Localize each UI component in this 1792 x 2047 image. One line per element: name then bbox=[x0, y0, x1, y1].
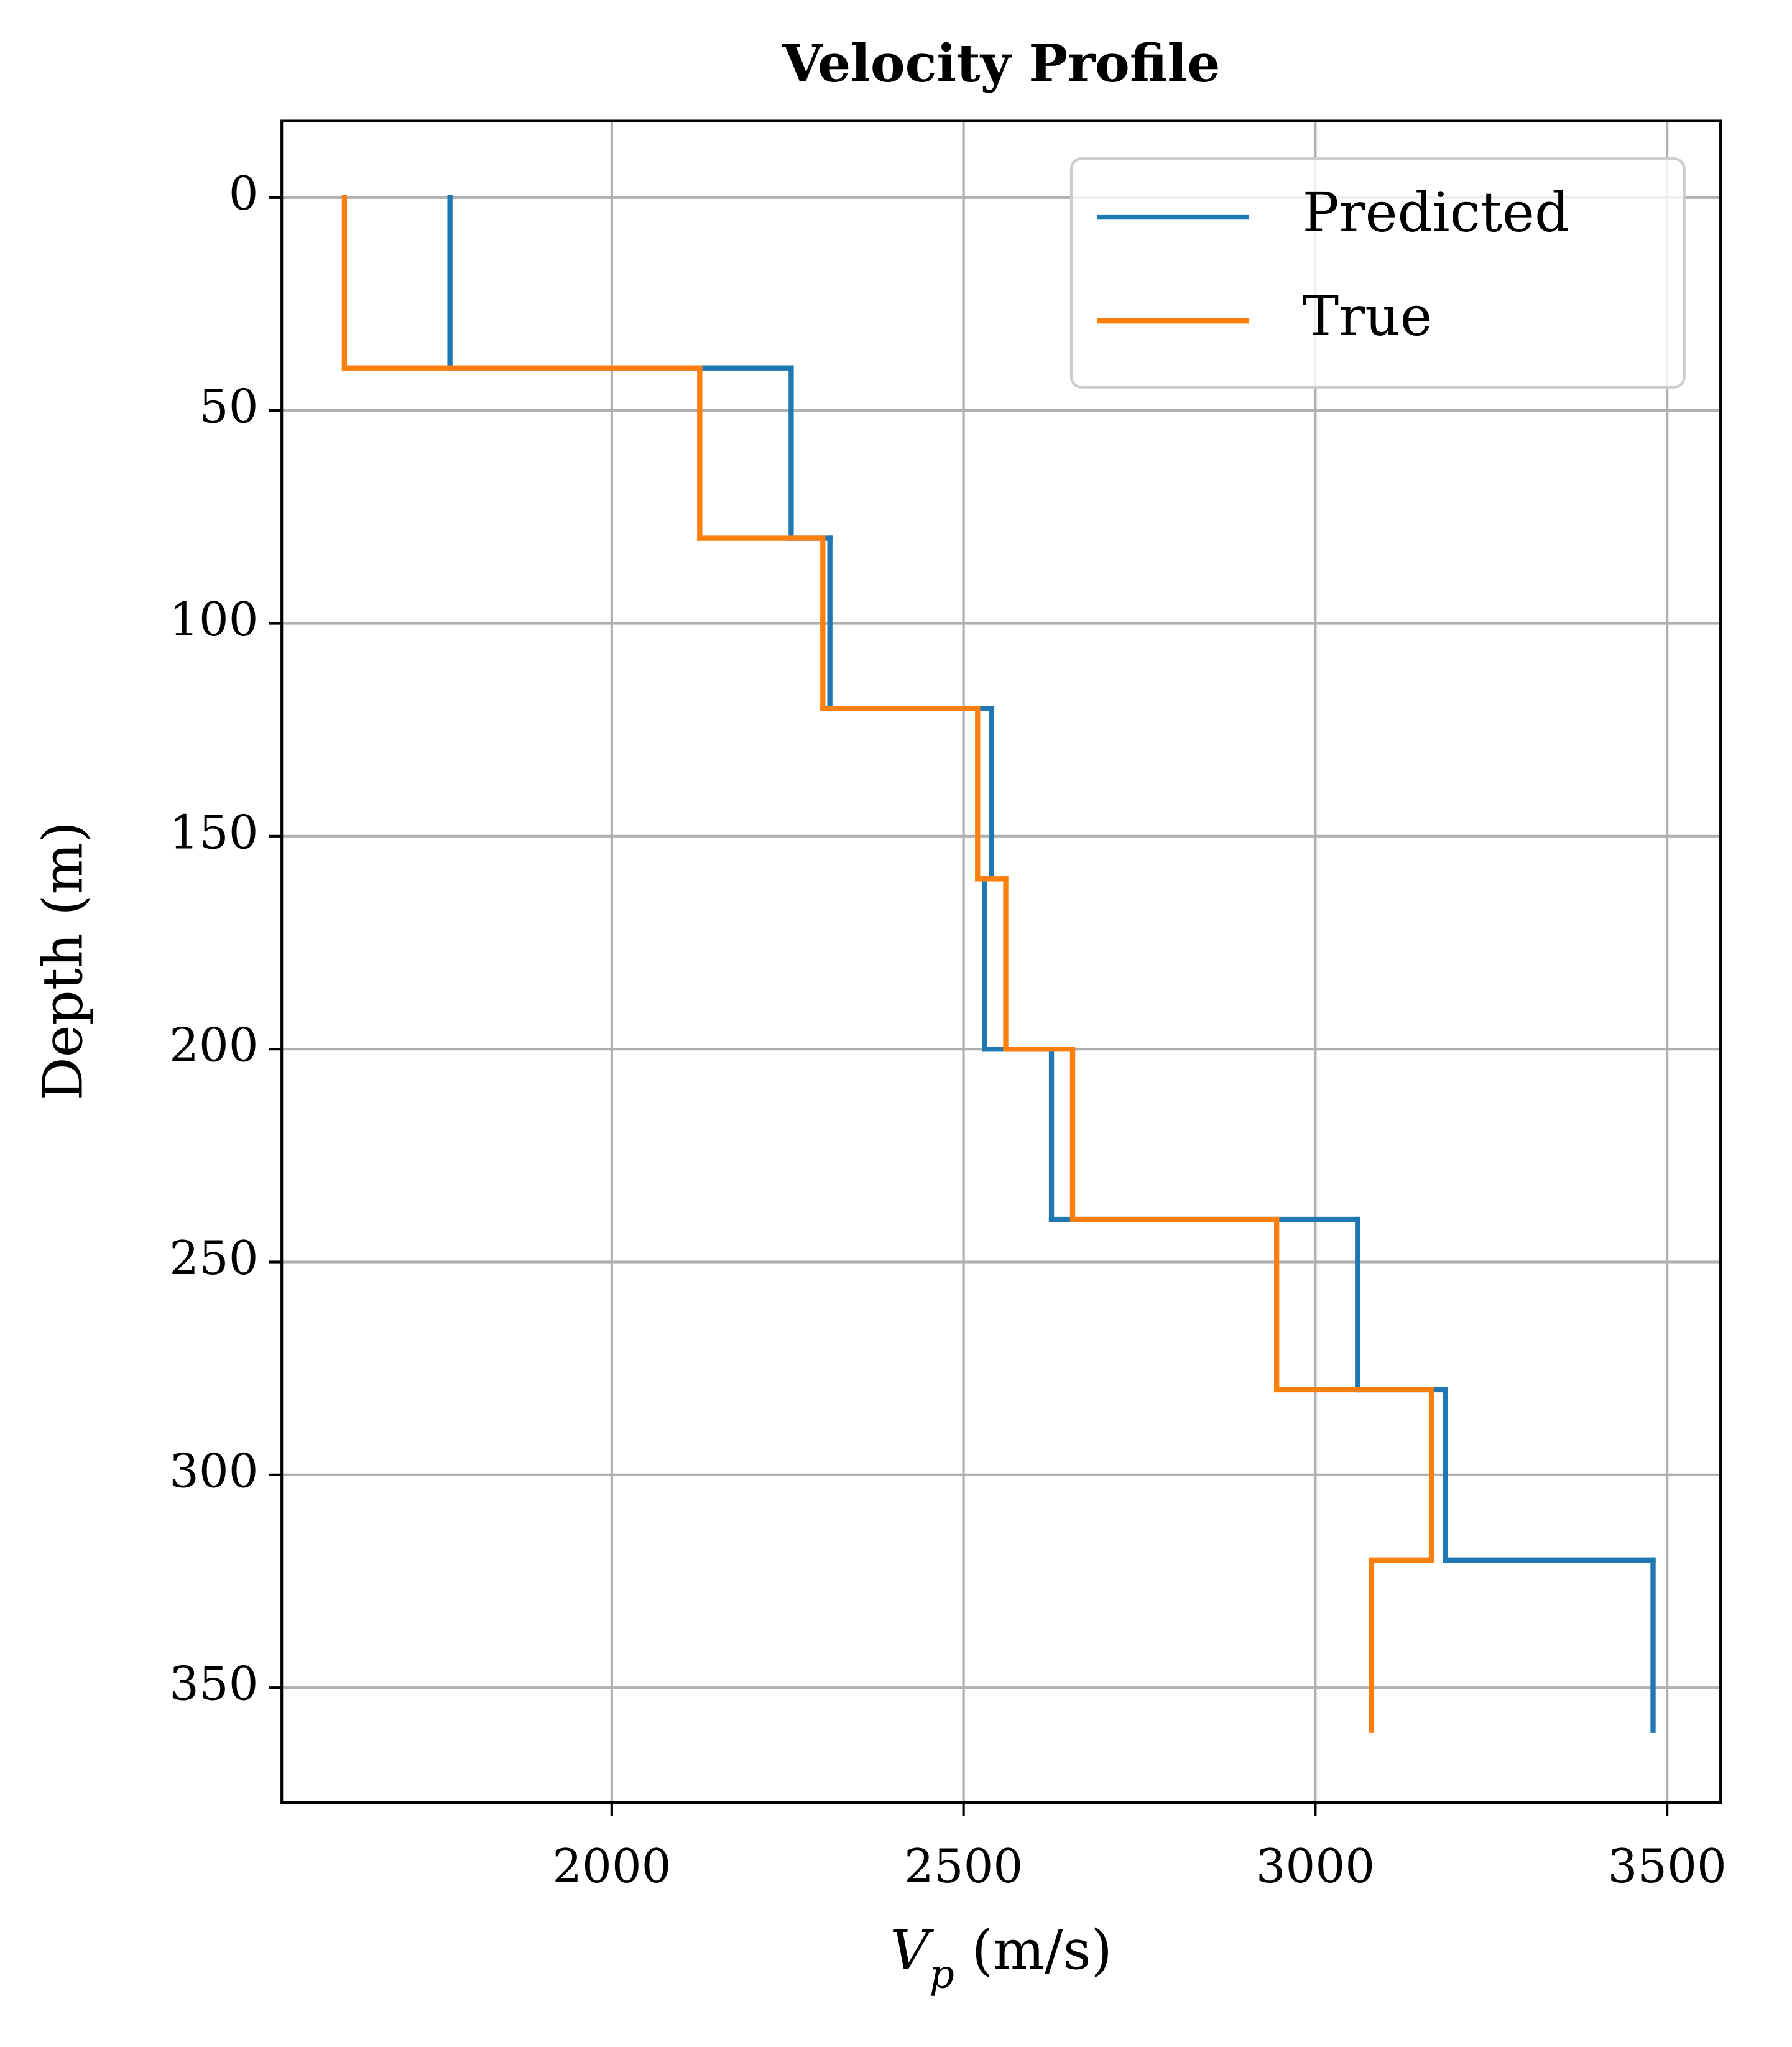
y-axis-label: Depth (m) bbox=[31, 821, 95, 1101]
y-tick-label: 350 bbox=[169, 1657, 258, 1711]
x-tick-label: 2500 bbox=[904, 1839, 1023, 1893]
y-tick-label: 300 bbox=[169, 1443, 258, 1498]
x-tick-label: 2000 bbox=[552, 1839, 671, 1893]
x-tick-label: 3000 bbox=[1256, 1839, 1375, 1893]
legend-label: Predicted bbox=[1303, 181, 1569, 244]
y-tick-label: 100 bbox=[169, 592, 258, 647]
chart-title: Velocity Profile bbox=[782, 33, 1221, 94]
x-tick-label: 3500 bbox=[1607, 1839, 1726, 1893]
plot-frame bbox=[280, 119, 1722, 1804]
x-axis-label: Vp (m/s) bbox=[890, 1918, 1112, 1997]
y-tick-label: 200 bbox=[169, 1018, 258, 1073]
legend-label: True bbox=[1303, 285, 1433, 348]
y-tick-label: 250 bbox=[169, 1231, 258, 1285]
y-tick-label: 50 bbox=[199, 379, 259, 434]
y-tick-label: 150 bbox=[169, 805, 258, 859]
y-tick-label: 0 bbox=[229, 166, 259, 221]
